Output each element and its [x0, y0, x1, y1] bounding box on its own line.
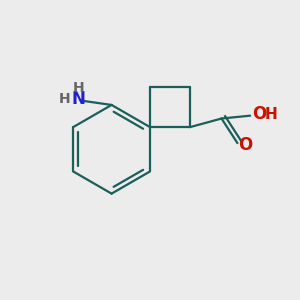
Text: H: H — [264, 107, 277, 122]
Text: H: H — [59, 92, 71, 106]
Text: H: H — [72, 81, 84, 95]
Text: N: N — [71, 90, 85, 108]
Text: O: O — [252, 105, 266, 123]
Text: O: O — [238, 136, 252, 154]
